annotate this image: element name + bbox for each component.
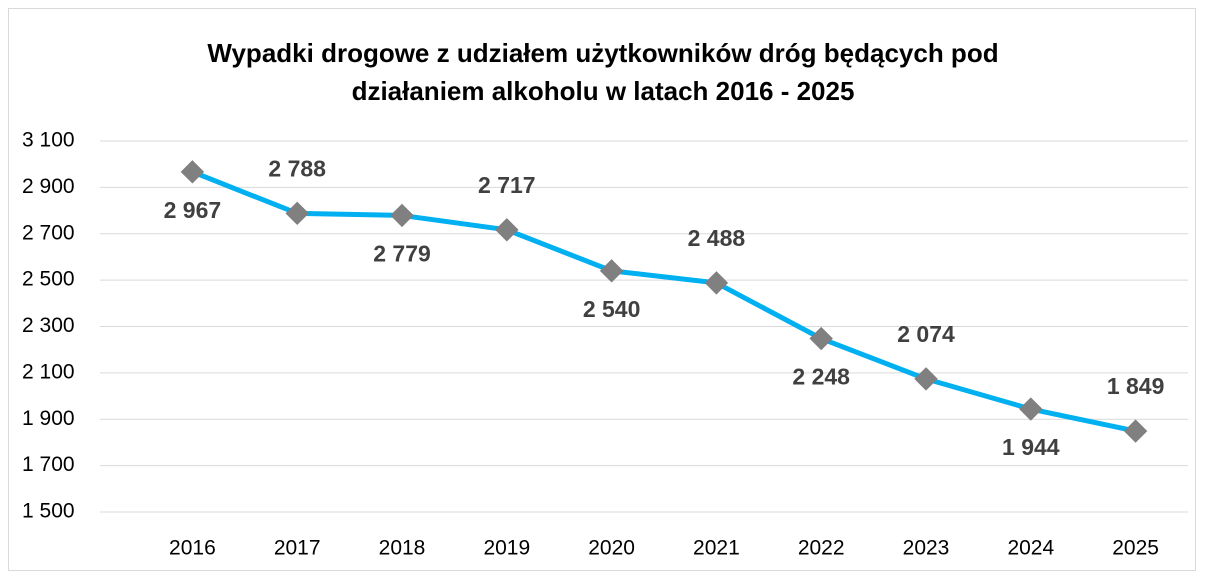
x-tick-label: 2022 <box>798 537 845 560</box>
data-label: 2 717 <box>478 172 536 198</box>
marker <box>704 271 729 295</box>
marker <box>1123 419 1148 443</box>
y-tick-label: 2 100 <box>22 360 75 383</box>
data-label: 2 788 <box>268 155 326 181</box>
x-tick-label: 2025 <box>1112 537 1159 560</box>
data-label: 1 849 <box>1107 373 1165 399</box>
marker <box>1019 397 1043 421</box>
chart-title: Wypadki drogowe z udziałem użytkowników … <box>207 38 999 106</box>
y-tick-label: 1 700 <box>22 453 75 476</box>
y-tick-label: 2 700 <box>22 221 75 244</box>
marker <box>285 201 309 226</box>
chart-frame <box>8 8 1196 571</box>
y-tick-label: 2 300 <box>22 314 75 337</box>
marker <box>180 160 205 184</box>
data-label: 2 248 <box>792 364 850 390</box>
data-label: 2 967 <box>164 197 222 223</box>
x-tick-label: 2021 <box>693 537 740 560</box>
marker <box>495 218 519 242</box>
x-tick-label: 2020 <box>588 537 635 560</box>
x-tick-label: 2019 <box>483 537 530 560</box>
marker <box>809 326 833 351</box>
data-label: 1 944 <box>1002 434 1060 460</box>
marker <box>914 367 938 391</box>
data-label: 2 540 <box>583 296 641 322</box>
y-tick-label: 1 500 <box>22 500 75 523</box>
x-tick-label: 2018 <box>379 537 426 560</box>
data-label: 2 779 <box>373 241 431 267</box>
x-tick-label: 2016 <box>169 537 216 560</box>
y-tick-label: 2 500 <box>22 268 75 291</box>
data-label: 2 488 <box>688 225 746 251</box>
y-tick-label: 1 900 <box>22 407 75 430</box>
y-tick-label: 3 100 <box>22 129 75 152</box>
x-tick-label: 2024 <box>1007 537 1054 560</box>
marker <box>390 203 414 228</box>
data-label: 2 074 <box>897 321 955 347</box>
x-tick-label: 2023 <box>903 537 950 560</box>
marker <box>599 259 624 283</box>
x-tick-label: 2017 <box>274 537 321 560</box>
line <box>191 169 1137 434</box>
y-tick-label: 2 900 <box>22 175 75 198</box>
